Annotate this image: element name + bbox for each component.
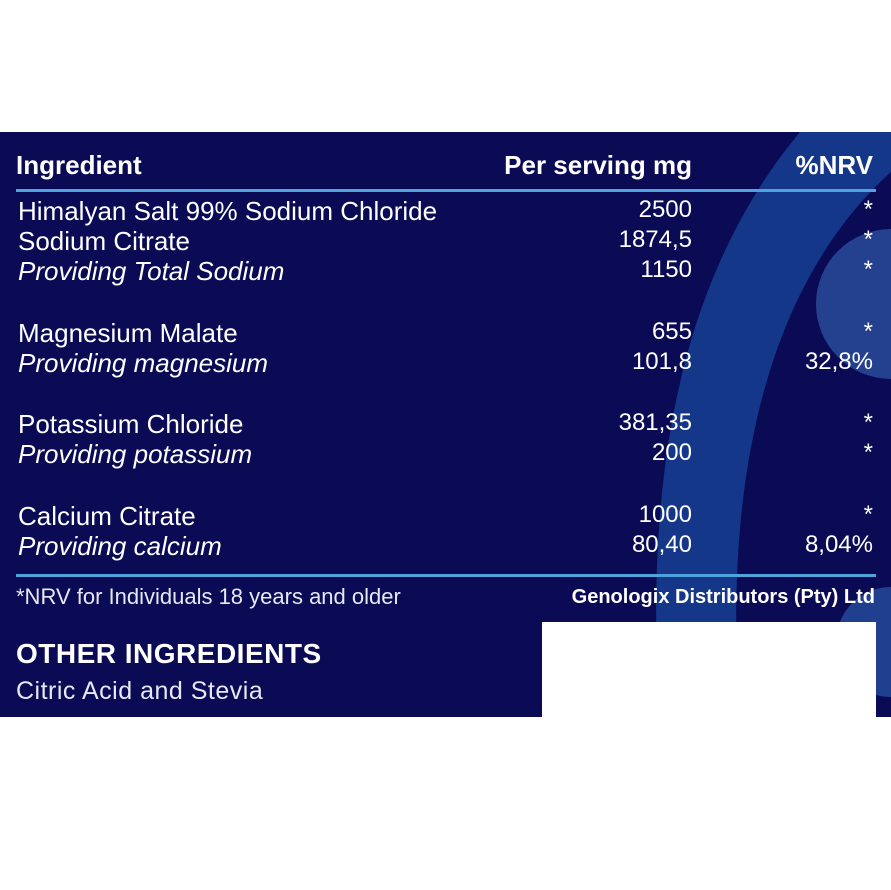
company-name: Genologix Distributors (Pty) Ltd <box>571 586 875 608</box>
ingredient-value: 200 <box>651 439 692 466</box>
ingredient-nrv: * <box>863 226 873 253</box>
ingredient-value: 1000 <box>638 501 692 528</box>
ingredient-name: Sodium Citrate <box>18 226 190 256</box>
table-row: Magnesium Malate 655 * <box>0 318 891 348</box>
nrv-footnote: *NRV for Individuals 18 years and older <box>16 584 401 609</box>
ingredient-name: Calcium Citrate <box>18 501 196 531</box>
ingredient-value: 1150 <box>640 256 692 283</box>
ingredient-name: Magnesium Malate <box>18 318 238 348</box>
ingredient-value: 381,35 <box>618 409 692 436</box>
ingredient-nrv: * <box>863 409 873 436</box>
ingredient-value: 101,8 <box>631 348 692 375</box>
nutrition-panel: Ingredient Per serving mg %NRV Himalyan … <box>0 132 891 717</box>
table-row: Potassium Chloride 381,35 * <box>0 409 891 439</box>
table-row: Providing calcium 80,40 8,04% <box>0 531 891 561</box>
ingredient-nrv: * <box>863 501 873 528</box>
ingredient-nrv: 32,8% <box>804 348 873 375</box>
ingredient-value: 1874,5 <box>618 226 692 253</box>
ingredient-value: 655 <box>651 318 692 345</box>
other-ingredients-list: Citric Acid and Stevia <box>16 677 264 705</box>
header-per-serving: Per serving mg <box>504 150 692 180</box>
ingredient-name: Himalyan Salt 99% Sodium Chloride <box>18 196 438 226</box>
ingredient-nrv: 8,04% <box>804 531 873 558</box>
ingredient-nrv: * <box>863 439 873 466</box>
header-divider <box>16 189 876 192</box>
table-row: Providing Total Sodium 1150 * <box>0 256 891 286</box>
ingredient-value: 80,40 <box>631 531 692 558</box>
footer-divider <box>16 574 876 577</box>
ingredient-name: Providing magnesium <box>18 348 269 378</box>
ingredient-nrv: * <box>863 256 873 283</box>
table-row: Providing potassium 200 * <box>0 439 891 469</box>
table-row: Providing magnesium 101,8 32,8% <box>0 348 891 378</box>
table-row: Himalyan Salt 99% Sodium Chloride 2500 * <box>0 196 891 226</box>
ingredient-nrv: * <box>863 318 873 345</box>
ingredient-value: 2500 <box>638 196 692 223</box>
table-row: Sodium Citrate 1874,5 * <box>0 226 891 256</box>
header-nrv: %NRV <box>795 150 873 180</box>
ingredient-name: Providing calcium <box>18 531 222 561</box>
ingredient-nrv: * <box>863 196 873 223</box>
header-ingredient: Ingredient <box>16 150 142 180</box>
ingredient-name: Potassium Chloride <box>18 409 244 439</box>
blank-label-area <box>542 622 876 717</box>
other-ingredients-title: OTHER INGREDIENTS <box>16 638 322 669</box>
ingredient-name: Providing potassium <box>18 439 253 469</box>
table-row: Calcium Citrate 1000 * <box>0 501 891 531</box>
ingredient-name: Providing Total Sodium <box>18 256 285 286</box>
